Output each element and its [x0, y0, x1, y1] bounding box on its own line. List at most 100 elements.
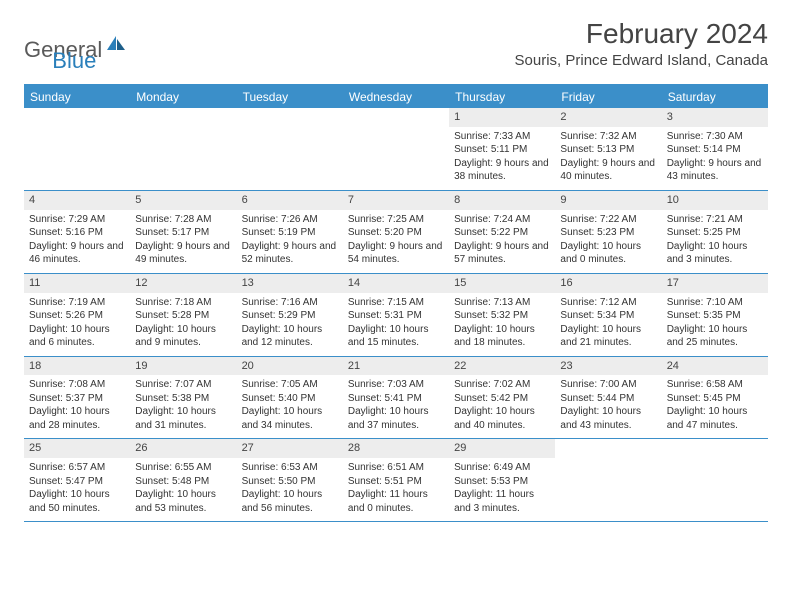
day-detail-line: Sunrise: 7:32 AM [560, 130, 656, 144]
day-details: Sunrise: 7:26 AMSunset: 5:19 PMDaylight:… [237, 210, 343, 273]
day-number [130, 108, 236, 126]
calendar-day-cell [24, 108, 130, 190]
calendar-day-cell: 14Sunrise: 7:15 AMSunset: 5:31 PMDayligh… [343, 274, 449, 356]
day-detail-line: Sunset: 5:50 PM [242, 475, 338, 489]
calendar-day-cell: 10Sunrise: 7:21 AMSunset: 5:25 PMDayligh… [662, 191, 768, 273]
day-detail-line: Sunrise: 7:24 AM [454, 213, 550, 227]
day-detail-line: Sunset: 5:13 PM [560, 143, 656, 157]
day-number: 11 [24, 274, 130, 293]
day-number: 2 [555, 108, 661, 127]
day-number: 28 [343, 439, 449, 458]
day-details: Sunrise: 7:30 AMSunset: 5:14 PMDaylight:… [662, 127, 768, 190]
day-detail-line: Sunset: 5:23 PM [560, 226, 656, 240]
day-details: Sunrise: 7:19 AMSunset: 5:26 PMDaylight:… [24, 293, 130, 356]
day-detail-line: Sunrise: 7:12 AM [560, 296, 656, 310]
calendar-day-cell: 3Sunrise: 7:30 AMSunset: 5:14 PMDaylight… [662, 108, 768, 190]
calendar-day-cell [555, 439, 661, 521]
day-detail-line: Sunset: 5:45 PM [667, 392, 763, 406]
title-block: February 2024 Souris, Prince Edward Isla… [515, 18, 768, 69]
calendar-week-row: 1Sunrise: 7:33 AMSunset: 5:11 PMDaylight… [24, 108, 768, 191]
day-number: 17 [662, 274, 768, 293]
calendar-week-row: 4Sunrise: 7:29 AMSunset: 5:16 PMDaylight… [24, 191, 768, 274]
calendar-day-cell: 13Sunrise: 7:16 AMSunset: 5:29 PMDayligh… [237, 274, 343, 356]
calendar-day-cell: 23Sunrise: 7:00 AMSunset: 5:44 PMDayligh… [555, 357, 661, 439]
day-details: Sunrise: 7:18 AMSunset: 5:28 PMDaylight:… [130, 293, 236, 356]
day-details: Sunrise: 7:05 AMSunset: 5:40 PMDaylight:… [237, 375, 343, 438]
day-detail-line: Daylight: 10 hours and 37 minutes. [348, 405, 444, 432]
weekday-header: Thursday [449, 86, 555, 108]
day-details: Sunrise: 7:15 AMSunset: 5:31 PMDaylight:… [343, 293, 449, 356]
day-detail-line: Sunset: 5:48 PM [135, 475, 231, 489]
day-details: Sunrise: 7:12 AMSunset: 5:34 PMDaylight:… [555, 293, 661, 356]
day-details [24, 126, 130, 135]
day-detail-line: Sunrise: 6:49 AM [454, 461, 550, 475]
weekday-header: Wednesday [343, 86, 449, 108]
day-details: Sunrise: 7:28 AMSunset: 5:17 PMDaylight:… [130, 210, 236, 273]
calendar-week-row: 11Sunrise: 7:19 AMSunset: 5:26 PMDayligh… [24, 274, 768, 357]
calendar-day-cell: 1Sunrise: 7:33 AMSunset: 5:11 PMDaylight… [449, 108, 555, 190]
day-detail-line: Sunset: 5:16 PM [29, 226, 125, 240]
calendar-day-cell [237, 108, 343, 190]
day-details [130, 126, 236, 135]
day-detail-line: Sunset: 5:29 PM [242, 309, 338, 323]
day-detail-line: Sunset: 5:44 PM [560, 392, 656, 406]
day-details: Sunrise: 7:00 AMSunset: 5:44 PMDaylight:… [555, 375, 661, 438]
day-number: 24 [662, 357, 768, 376]
day-detail-line: Sunrise: 6:58 AM [667, 378, 763, 392]
calendar-week-row: 18Sunrise: 7:08 AMSunset: 5:37 PMDayligh… [24, 357, 768, 440]
calendar-day-cell: 28Sunrise: 6:51 AMSunset: 5:51 PMDayligh… [343, 439, 449, 521]
day-details: Sunrise: 7:24 AMSunset: 5:22 PMDaylight:… [449, 210, 555, 273]
day-details: Sunrise: 7:02 AMSunset: 5:42 PMDaylight:… [449, 375, 555, 438]
day-detail-line: Sunset: 5:51 PM [348, 475, 444, 489]
day-number: 29 [449, 439, 555, 458]
weekday-header: Tuesday [237, 86, 343, 108]
day-number: 14 [343, 274, 449, 293]
day-detail-line: Daylight: 10 hours and 25 minutes. [667, 323, 763, 350]
day-detail-line: Sunrise: 6:57 AM [29, 461, 125, 475]
day-number: 15 [449, 274, 555, 293]
day-detail-line: Daylight: 10 hours and 56 minutes. [242, 488, 338, 515]
day-detail-line: Sunrise: 7:28 AM [135, 213, 231, 227]
day-detail-line: Sunrise: 7:02 AM [454, 378, 550, 392]
calendar-day-cell: 20Sunrise: 7:05 AMSunset: 5:40 PMDayligh… [237, 357, 343, 439]
day-detail-line: Sunset: 5:37 PM [29, 392, 125, 406]
day-detail-line: Daylight: 10 hours and 50 minutes. [29, 488, 125, 515]
day-detail-line: Sunrise: 7:00 AM [560, 378, 656, 392]
calendar-day-cell [662, 439, 768, 521]
weeks-container: 1Sunrise: 7:33 AMSunset: 5:11 PMDaylight… [24, 108, 768, 522]
day-details: Sunrise: 7:32 AMSunset: 5:13 PMDaylight:… [555, 127, 661, 190]
day-details: Sunrise: 7:29 AMSunset: 5:16 PMDaylight:… [24, 210, 130, 273]
day-number: 12 [130, 274, 236, 293]
day-detail-line: Daylight: 11 hours and 3 minutes. [454, 488, 550, 515]
calendar-day-cell [130, 108, 236, 190]
day-details [662, 457, 768, 466]
day-detail-line: Sunset: 5:19 PM [242, 226, 338, 240]
calendar-day-cell: 17Sunrise: 7:10 AMSunset: 5:35 PMDayligh… [662, 274, 768, 356]
day-number: 23 [555, 357, 661, 376]
day-detail-line: Daylight: 10 hours and 6 minutes. [29, 323, 125, 350]
day-detail-line: Sunset: 5:53 PM [454, 475, 550, 489]
day-number: 26 [130, 439, 236, 458]
logo-text-blue: Blue [52, 48, 96, 74]
calendar-day-cell: 22Sunrise: 7:02 AMSunset: 5:42 PMDayligh… [449, 357, 555, 439]
day-details: Sunrise: 7:08 AMSunset: 5:37 PMDaylight:… [24, 375, 130, 438]
calendar-day-cell: 25Sunrise: 6:57 AMSunset: 5:47 PMDayligh… [24, 439, 130, 521]
day-details: Sunrise: 6:58 AMSunset: 5:45 PMDaylight:… [662, 375, 768, 438]
day-number: 5 [130, 191, 236, 210]
header: General Blue February 2024 Souris, Princ… [24, 18, 768, 74]
day-detail-line: Sunset: 5:28 PM [135, 309, 231, 323]
day-detail-line: Sunset: 5:42 PM [454, 392, 550, 406]
day-number: 9 [555, 191, 661, 210]
day-number: 18 [24, 357, 130, 376]
day-detail-line: Daylight: 10 hours and 40 minutes. [454, 405, 550, 432]
day-number: 8 [449, 191, 555, 210]
logo: General Blue [24, 18, 96, 74]
day-detail-line: Daylight: 9 hours and 46 minutes. [29, 240, 125, 267]
day-details: Sunrise: 7:10 AMSunset: 5:35 PMDaylight:… [662, 293, 768, 356]
day-details: Sunrise: 7:21 AMSunset: 5:25 PMDaylight:… [662, 210, 768, 273]
day-number: 13 [237, 274, 343, 293]
month-title: February 2024 [515, 18, 768, 50]
day-detail-line: Daylight: 11 hours and 0 minutes. [348, 488, 444, 515]
day-detail-line: Daylight: 10 hours and 47 minutes. [667, 405, 763, 432]
day-details: Sunrise: 7:13 AMSunset: 5:32 PMDaylight:… [449, 293, 555, 356]
